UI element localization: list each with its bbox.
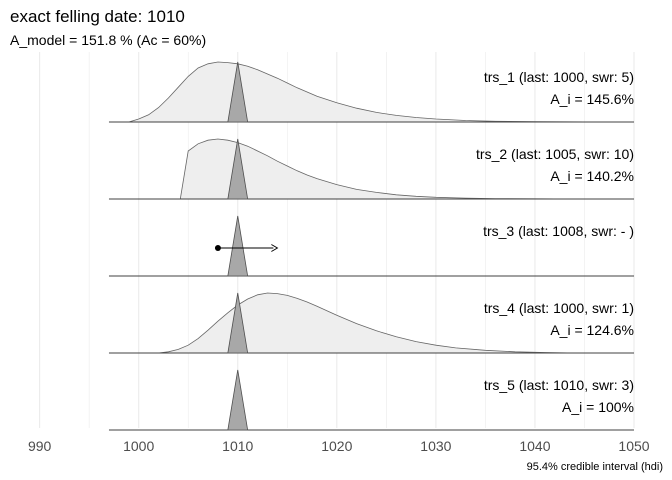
density-curve	[158, 292, 575, 354]
chart-caption: 95.4% credible interval (hdi)	[527, 461, 663, 473]
density-curve	[128, 61, 615, 123]
panel-3: trs_3 (last: 1008, swr: - )	[108, 215, 634, 277]
felling-date-peak	[227, 138, 249, 200]
min-date-point	[214, 245, 221, 251]
arrow-head	[271, 244, 279, 252]
series-label: trs_4 (last: 1000, swr: 1)	[484, 300, 634, 316]
panel-2: trs_2 (last: 1005, swr: 10) A_i = 140.2%	[108, 138, 634, 200]
chart-title: exact felling date: 1010	[10, 7, 185, 26]
panels: trs_1 (last: 1000, swr: 5)A_i = 145.6%tr…	[108, 61, 634, 431]
x-tick-label: 1050	[618, 438, 649, 454]
panel-4: trs_4 (last: 1000, swr: 1) A_i = 124.6%	[108, 292, 634, 354]
x-tick-label: 1010	[222, 438, 253, 454]
felling-date-peak	[227, 369, 249, 431]
agreement-label: A_i = 145.6%	[550, 91, 634, 107]
agreement-label: A_i = 100%	[562, 399, 634, 415]
x-axis: 990 1000 1010 1020 1030 1040 1050	[28, 438, 650, 454]
panel-5: trs_5 (last: 1010, swr: 3) A_i = 100%	[108, 369, 634, 431]
x-tick-label: 1020	[321, 438, 352, 454]
felling-date-peak	[227, 61, 249, 123]
x-tick-label: 1030	[420, 438, 451, 454]
series-label: trs_2 (last: 1005, swr: 10)	[476, 146, 634, 162]
felling-date-peak	[227, 215, 249, 277]
x-tick-label: 1000	[123, 438, 154, 454]
series-label: trs_3 (last: 1008, swr: - )	[483, 223, 634, 239]
series-label: trs_1 (last: 1000, swr: 5)	[484, 69, 634, 85]
felling-date-peak	[227, 292, 249, 354]
chart-subtitle: A_model = 151.8 % (Ac = 60%)	[10, 32, 206, 48]
agreement-label: A_i = 124.6%	[550, 322, 634, 338]
density-curve	[179, 138, 575, 200]
series-label: trs_5 (last: 1010, swr: 3)	[484, 377, 634, 393]
agreement-label: A_i = 140.2%	[550, 168, 634, 184]
x-tick-label: 990	[28, 438, 52, 454]
x-tick-label: 1040	[519, 438, 550, 454]
panel-1: trs_1 (last: 1000, swr: 5) A_i = 145.6%	[108, 61, 634, 123]
